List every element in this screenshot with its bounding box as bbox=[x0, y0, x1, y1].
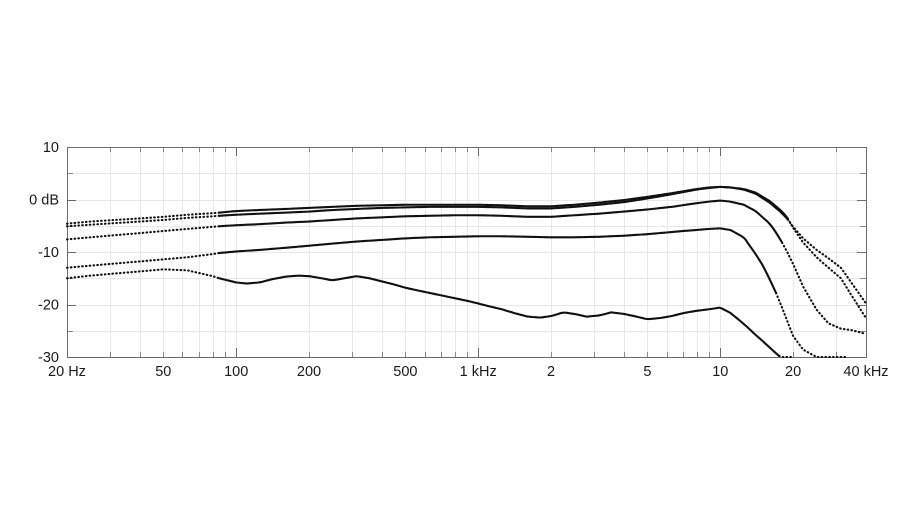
curve-4-high-dotted bbox=[775, 291, 847, 359]
y-tick-label: 10 bbox=[43, 140, 59, 156]
y-tick-label: 0 dB bbox=[29, 193, 59, 209]
grid-lines bbox=[67, 147, 866, 357]
curve-5 bbox=[65, 268, 795, 359]
x-tick-label: 100 bbox=[224, 364, 248, 380]
y-tick-label: -20 bbox=[38, 298, 59, 314]
x-tick-label: 20 bbox=[785, 364, 801, 380]
data-curves bbox=[65, 185, 868, 359]
plot-frame bbox=[66, 146, 868, 359]
x-tick-label: 500 bbox=[393, 364, 417, 380]
curve-2-high-dotted bbox=[786, 217, 868, 320]
curve-5-high-dotted bbox=[778, 354, 795, 359]
curve-1-high-dotted bbox=[786, 218, 868, 305]
curve-4-low-dotted bbox=[65, 252, 221, 269]
curve-5-solid bbox=[218, 274, 781, 357]
x-tick-label: 40 kHz bbox=[843, 364, 888, 380]
x-tick-label: 2 bbox=[547, 364, 555, 380]
curve-4 bbox=[65, 227, 847, 359]
curve-5-low-dotted bbox=[65, 268, 221, 280]
x-tick-label: 20 Hz bbox=[48, 364, 86, 380]
curve-3 bbox=[65, 199, 868, 335]
curve-2 bbox=[65, 185, 868, 320]
x-tick-label: 1 kHz bbox=[460, 364, 497, 380]
x-tick-label: 50 bbox=[155, 364, 171, 380]
x-tick-label: 10 bbox=[712, 364, 728, 380]
y-axis-tick-labels: 10 0 dB -10 -20 -30 bbox=[29, 140, 59, 366]
x-tick-label: 5 bbox=[643, 364, 651, 380]
curve-2-solid bbox=[218, 185, 789, 220]
curve-3-high-dotted bbox=[781, 241, 868, 335]
curve-4-solid bbox=[218, 227, 778, 294]
curve-2-low-dotted bbox=[65, 214, 221, 228]
x-tick-label: 200 bbox=[297, 364, 321, 380]
curve-3-solid bbox=[218, 199, 784, 244]
curve-3-low-dotted bbox=[65, 225, 221, 241]
x-axis-tick-labels: 20 Hz 50 100 200 500 1 kHz 2 5 10 20 40 kHz bbox=[48, 364, 889, 380]
y-tick-label: -30 bbox=[38, 350, 59, 366]
curve-1-low-dotted bbox=[65, 211, 221, 225]
y-tick-label: -10 bbox=[38, 245, 59, 261]
